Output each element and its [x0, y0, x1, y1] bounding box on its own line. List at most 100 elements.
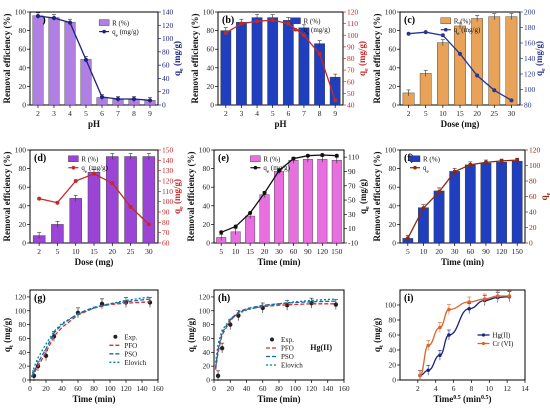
x-axis-label: Time (min) [257, 257, 300, 267]
x-tick-label: 8 [318, 109, 322, 118]
x-tick-label: 140 [136, 384, 148, 393]
y-axis-label: Removal efficiency (%) [2, 152, 12, 242]
line-point [291, 156, 296, 161]
panel-f: (f) 0 20 40 60 80 100 0 20 40 60 80 100 120 5 10 20 30 60 9… [372, 146, 550, 268]
legend-label: Exp. [124, 333, 137, 341]
line-point [68, 20, 72, 25]
y-tick-label: 20 [19, 362, 27, 371]
x-axis-label: Time0.5 (min0.5) [433, 394, 491, 404]
x-tick-label: 60 [74, 384, 82, 393]
x-tick-label: 60 [259, 384, 267, 393]
legend-swatch-bar [409, 155, 421, 162]
y-tick-label: 60 [19, 334, 27, 343]
bar [220, 30, 232, 106]
line-point [100, 95, 104, 100]
right-tick-label: 40 [529, 208, 537, 217]
y-axis-label: Removal efficiency (%) [2, 14, 12, 104]
series-line [214, 303, 336, 370]
right-tick-label: 80 [529, 177, 537, 186]
legend-swatch-bar [68, 155, 79, 162]
left-tick-label: 20 [207, 82, 215, 91]
line-point [423, 30, 428, 35]
bar [496, 161, 507, 244]
line-point [146, 222, 151, 227]
line-point [440, 33, 445, 38]
x-tick-label: 6 [452, 384, 456, 393]
line-point [262, 190, 267, 195]
left-tick-label: 0 [22, 239, 26, 248]
panel-d: (d)0204060801006070809010011012013014015… [2, 146, 185, 268]
data-point [215, 373, 221, 379]
x-tick-label: 0 [28, 384, 32, 393]
x-tick-label: 12 [503, 384, 511, 393]
data-point [467, 306, 471, 311]
y-tick-label: 60 [203, 334, 211, 343]
y-tick-label: 0 [392, 376, 396, 385]
y-axis-label: Removal efficiency (%) [190, 14, 200, 104]
x-tick-label: 5 [219, 247, 223, 256]
data-point [447, 333, 451, 337]
line-point [37, 196, 42, 201]
data-point [447, 307, 451, 312]
legend-label: Cr (VI) [493, 340, 514, 348]
line-point [128, 204, 133, 209]
series-line [214, 300, 336, 368]
right-tick-label: 100 [529, 161, 541, 170]
x-tick-label: 30 [275, 247, 283, 256]
left-tick-label: 20 [19, 220, 27, 229]
left-tick-label: 100 [385, 8, 397, 17]
line-point [317, 51, 322, 56]
right-tick-label: 140 [524, 54, 536, 63]
x-axis-label: Time (min) [72, 394, 115, 404]
x-tick-label: 15 [246, 247, 254, 256]
x-tick-label: 25 [127, 247, 135, 256]
right-tick-label: 110 [162, 187, 173, 196]
legend-swatch-point [481, 333, 486, 337]
legend-label: qe [423, 164, 430, 175]
bar [282, 20, 294, 106]
x-tick-label: 5 [271, 109, 275, 118]
x-tick-label: 2 [407, 109, 411, 118]
data-point [467, 300, 471, 304]
line-point [239, 21, 244, 26]
line-point [110, 181, 115, 186]
panel-label: (b) [222, 15, 234, 26]
x-tick-label: 40 [243, 384, 251, 393]
y-tick-label: 120 [199, 292, 211, 301]
left-tick-label: 60 [19, 183, 27, 192]
line-point [509, 98, 514, 103]
bar [142, 156, 156, 244]
left-tick-label: 0 [206, 239, 210, 248]
x-tick-label: 20 [473, 109, 481, 118]
x-tick-label: 10 [486, 384, 494, 393]
bar [449, 171, 461, 244]
x-tick-label: 8 [132, 109, 136, 118]
y-tick-label: 40 [203, 348, 211, 357]
right-tick-label: 30 [348, 210, 356, 219]
bar [259, 194, 270, 244]
x-tick-label: 0 [212, 384, 216, 393]
bar [302, 159, 313, 244]
x-tick-label: 120 [496, 247, 508, 256]
y-tick-label: 80 [203, 320, 211, 329]
x-tick-label: 10 [232, 247, 240, 256]
y-tick-label: 0 [22, 376, 26, 385]
series-line [37, 15, 151, 101]
right-tick-label: 200 [524, 8, 536, 17]
line-point [468, 162, 473, 167]
left-tick-label: 20 [203, 220, 211, 229]
y2-axis-label: qe [539, 192, 550, 200]
x-tick-label: 120 [120, 384, 132, 393]
annotation: Hg(II) [310, 343, 332, 352]
legend-label: qe (mg/g) [81, 164, 108, 175]
right-tick-label: 0 [162, 101, 166, 110]
x-tick-label: 160 [338, 384, 350, 393]
panel-b: (b) 0 20 40 60 80 100 40 50 60 70 80 90 100 110 120 2 3 4 5… [190, 8, 370, 130]
left-tick-label: 100 [203, 8, 215, 17]
right-tick-label: 50 [347, 89, 355, 98]
left-tick-label: 80 [207, 26, 215, 35]
right-tick-label: 50 [348, 196, 356, 205]
left-tick-label: 40 [19, 63, 27, 72]
x-tick-label: 7 [302, 109, 306, 118]
legend-label: Exp. [281, 336, 294, 344]
